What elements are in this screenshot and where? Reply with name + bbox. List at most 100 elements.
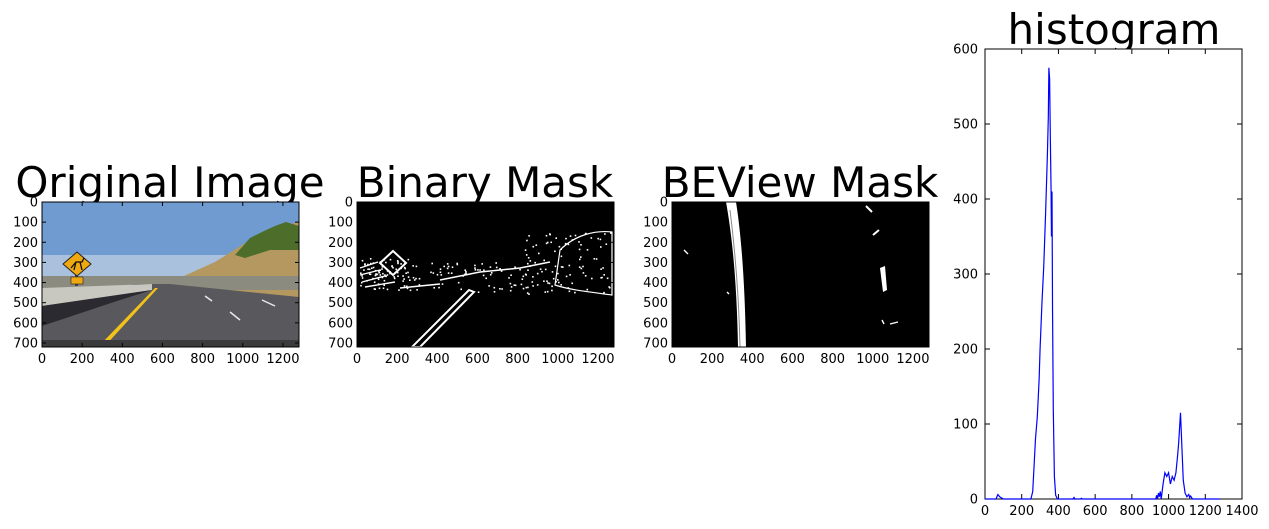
mask-pixel: [489, 273, 492, 276]
mask-pixel: [560, 266, 563, 268]
mask-pixel: [519, 268, 521, 271]
scatter-noise: [683, 249, 899, 325]
y-tick-label: 500: [13, 296, 38, 311]
lane-line-mask: [410, 288, 476, 347]
mask-pixel: [397, 275, 399, 277]
y-tick-label: 500: [643, 296, 668, 311]
y-tick-label: 0: [660, 196, 668, 211]
mask-pixel: [446, 267, 449, 270]
mask-pixel: [374, 269, 377, 272]
mask-pixel: [412, 265, 414, 267]
y-tick-label: 300: [328, 256, 353, 271]
mask-pixel: [603, 291, 605, 294]
mask-pixel: [406, 285, 408, 288]
mask-pixel: [552, 277, 555, 280]
mask-pixel: [529, 260, 532, 262]
y-tick-label: 300: [953, 268, 978, 283]
panel-title: Original Image: [15, 158, 324, 207]
mask-pixel: [539, 268, 542, 270]
binary-image: [357, 202, 614, 347]
mask-pixel: [528, 235, 530, 237]
x-tick-label: 1000: [541, 352, 574, 367]
y-tick-label: 700: [328, 336, 353, 351]
mask-pixel: [360, 272, 362, 274]
mask-pixel: [527, 257, 530, 259]
x-tick-label: 1200: [266, 352, 299, 367]
mask-pixel: [574, 234, 577, 237]
mask-pixel: [396, 260, 399, 262]
mask-pixel: [383, 284, 385, 286]
mask-pixel: [514, 284, 517, 287]
x-tick-label: 200: [70, 352, 95, 367]
mask-background: [357, 202, 614, 347]
mask-pixel: [600, 268, 602, 270]
mask-pixel: [381, 260, 383, 263]
horizon-edges: [439, 261, 551, 281]
mask-pixel: [524, 249, 527, 251]
x-tick-label: 1000: [856, 352, 889, 367]
mask-pixel: [384, 274, 386, 276]
mask-pixel: [413, 279, 416, 281]
mask-pixel: [456, 262, 458, 265]
deer-silhouette: [70, 257, 85, 271]
mask-pixel: [495, 262, 497, 264]
yellow-lane-line: [98, 288, 158, 347]
x-tick-label: 600: [150, 352, 175, 367]
y-tick-label: 200: [953, 343, 978, 358]
mask-pixel: [363, 269, 365, 271]
y-tick-label: 0: [345, 196, 353, 211]
mask-pixel: [366, 280, 368, 282]
mask-pixel: [493, 291, 496, 293]
mask-pixel: [381, 276, 384, 279]
mask-pixel: [382, 272, 384, 275]
mask-pixel: [372, 266, 375, 269]
x-tick-label: 1200: [1189, 504, 1222, 519]
x-tick-label: 800: [190, 352, 215, 367]
mask-pixel: [477, 291, 480, 293]
mask-pixel: [381, 266, 384, 268]
mask-pixel: [545, 234, 548, 237]
mask-pixel: [361, 259, 364, 262]
mask-pixel: [379, 269, 381, 271]
y-tick-label: 600: [328, 316, 353, 331]
panel-original-image: Original Image 0 200 400 600 800 1000 1200 0 10…: [13, 158, 324, 367]
mask-pixel: [397, 261, 399, 263]
mask-pixel: [383, 259, 385, 261]
mask-pixel: [499, 268, 501, 270]
axes-frame: [356, 201, 615, 348]
mask-pixel: [367, 263, 369, 266]
mask-pixel: [541, 270, 543, 273]
mask-pixel: [580, 267, 583, 270]
x-tick-label: 800: [1119, 504, 1144, 519]
mask-pixel: [560, 284, 562, 286]
mask-pixel: [527, 269, 529, 271]
mask-pixel: [582, 265, 584, 268]
x-tick-label: 600: [780, 352, 805, 367]
mask-pixel: [508, 277, 510, 279]
x-tick-label: 600: [1083, 504, 1108, 519]
mask-pixel: [532, 285, 534, 287]
panel-binary-mask: Binary Mask 0 200 400 600 800 1000 1200 0 100 20…: [328, 158, 615, 367]
mask-pixel: [551, 271, 554, 273]
mask-pixel: [439, 271, 442, 274]
mask-pixel: [396, 271, 399, 274]
mask-pixel: [447, 272, 450, 274]
mask-pixel: [510, 286, 513, 288]
mask-pixel: [579, 258, 581, 261]
mask-pixel: [479, 269, 481, 271]
mask-pixel: [430, 271, 432, 274]
mask-pixel: [483, 269, 485, 271]
mask-pixel: [456, 263, 459, 266]
axes-frame: [671, 201, 930, 348]
mask-background: [672, 202, 929, 347]
x-tick-label: 1200: [896, 352, 929, 367]
mask-pixel: [393, 276, 395, 278]
x-tick-label: 0: [353, 352, 361, 367]
mask-pixel: [543, 280, 545, 282]
mask-pixel: [562, 266, 564, 268]
mask-pixel: [600, 246, 602, 248]
mask-pixel: [532, 276, 534, 278]
mask-pixel: [578, 248, 581, 251]
mask-pixel: [525, 254, 528, 256]
